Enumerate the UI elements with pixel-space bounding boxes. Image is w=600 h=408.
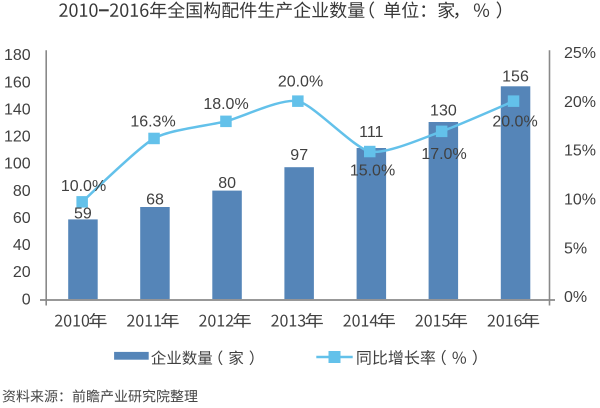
svg-text:111: 111 <box>359 124 383 141</box>
svg-text:0: 0 <box>22 291 31 308</box>
svg-text:20.0%: 20.0% <box>492 114 537 131</box>
svg-text:120: 120 <box>4 129 31 146</box>
svg-text:20.0%: 20.0% <box>278 74 323 91</box>
svg-text:97: 97 <box>290 147 308 164</box>
svg-text:20: 20 <box>13 264 31 281</box>
svg-text:25%: 25% <box>564 45 596 62</box>
svg-text:20%: 20% <box>564 94 596 111</box>
svg-text:156: 156 <box>502 69 529 86</box>
svg-text:10%: 10% <box>564 192 596 209</box>
svg-text:15.0%: 15.0% <box>350 163 395 180</box>
svg-text:10.0%: 10.0% <box>61 178 106 195</box>
svg-text:15%: 15% <box>564 143 596 160</box>
svg-text:0%: 0% <box>564 289 587 306</box>
svg-text:160: 160 <box>4 74 31 91</box>
svg-text:80: 80 <box>218 175 236 192</box>
svg-text:80: 80 <box>13 183 31 200</box>
svg-text:59: 59 <box>74 206 92 223</box>
svg-text:5%: 5% <box>564 240 587 257</box>
svg-text:140: 140 <box>4 101 31 118</box>
svg-text:40: 40 <box>13 237 31 254</box>
svg-text:60: 60 <box>13 210 31 227</box>
svg-text:130: 130 <box>430 103 457 120</box>
svg-text:100: 100 <box>4 156 31 173</box>
svg-text:180: 180 <box>4 47 31 64</box>
svg-text:16.3%: 16.3% <box>130 114 175 131</box>
svg-text:68: 68 <box>146 192 164 209</box>
svg-text:17.0%: 17.0% <box>421 146 466 163</box>
svg-text:18.0%: 18.0% <box>203 96 248 113</box>
